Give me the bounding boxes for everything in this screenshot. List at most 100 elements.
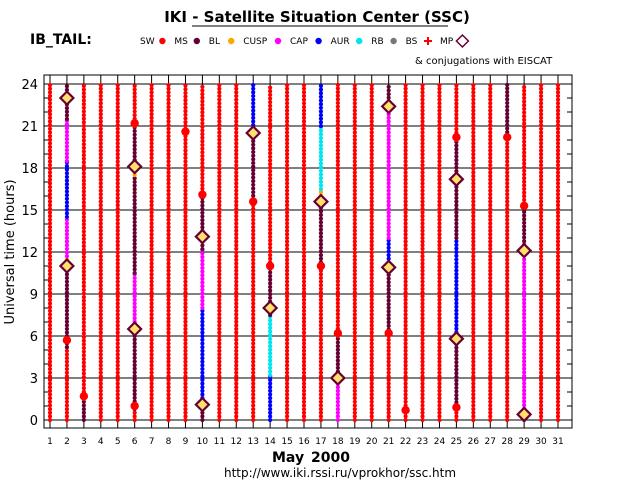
track-dot-sw: [166, 166, 171, 171]
track-dot-ms: [132, 154, 137, 159]
track-dot-sw: [183, 177, 188, 182]
track-dot-sw: [471, 330, 476, 335]
track-dot-sw: [183, 334, 188, 339]
track-dot-cusp: [386, 148, 391, 153]
track-dot-sw: [268, 154, 273, 159]
track-dot-sw: [166, 192, 171, 197]
track-dot-ms: [132, 147, 137, 152]
track-dot-sw: [505, 366, 510, 372]
track-dot-aur: [318, 172, 324, 177]
track-dot-sw: [335, 188, 340, 193]
track-dot-sw: [505, 341, 510, 346]
track-dot-sw: [352, 170, 357, 175]
track-dot-sw: [64, 366, 70, 372]
track-dot-sw: [166, 268, 171, 273]
bow-shock-crossing: [333, 329, 343, 338]
track-dot-sw: [166, 184, 171, 190]
track-day-3: [81, 83, 86, 423]
track-dot-sw: [98, 272, 103, 277]
track-dot-sw: [251, 406, 256, 412]
track-dot-sw: [538, 359, 544, 364]
track-dot-sw: [149, 133, 154, 139]
track-dot-sw: [284, 126, 290, 131]
track-dot-sw: [200, 142, 205, 148]
track-dot-sw: [183, 116, 188, 121]
track-dot-sw: [284, 272, 290, 277]
track-dot-sw: [115, 330, 120, 335]
track-dot-sw: [505, 144, 510, 150]
track-dot-sw: [335, 221, 340, 226]
track-dot-sw: [166, 381, 171, 386]
track-dot-sw: [301, 83, 307, 88]
track-dot-sw: [437, 366, 442, 372]
track-dot-sw: [234, 144, 239, 150]
track-dot-sw: [403, 319, 408, 324]
track-dot-cusp: [132, 312, 137, 317]
track-dot-sw: [403, 137, 408, 142]
track-dot-sw: [301, 272, 307, 277]
track-dot-sw: [149, 275, 154, 281]
track-dot-sw: [420, 224, 425, 230]
track-dot-ms: [132, 238, 137, 243]
track-dot-sw: [149, 261, 154, 266]
track-dot-sw: [166, 112, 171, 117]
bow-shock-crossing: [452, 403, 461, 412]
track-dot-sw: [505, 166, 510, 171]
track-dot-sw: [522, 121, 527, 126]
track-dot-sw: [217, 235, 222, 241]
track-dot-sw: [217, 174, 222, 179]
track-dot-cusp: [335, 385, 340, 390]
track-dot-sw: [437, 305, 442, 310]
track-dot-sw: [301, 254, 307, 259]
track-dot-sw: [301, 414, 307, 419]
track-dot-sw: [166, 261, 171, 266]
track-dot-sw: [403, 290, 408, 295]
track-dot-cap: [200, 366, 205, 372]
track-dot-sw: [335, 217, 340, 222]
track-dot-sw: [217, 155, 222, 161]
track-dot-sw: [488, 232, 493, 237]
track-dot-bl: [132, 172, 137, 178]
track-dot-cap: [386, 249, 391, 254]
x-tick-label: 18: [332, 437, 344, 447]
track-dot-sw: [555, 348, 561, 353]
track-dot-sw: [284, 133, 290, 139]
track-dot-ms: [132, 359, 137, 364]
track-dot-sw: [538, 290, 544, 295]
track-dot-sw: [284, 243, 290, 248]
track-dot-sw: [234, 341, 239, 346]
track-dot-sw: [166, 417, 171, 423]
track-dot-sw: [183, 87, 188, 92]
track-dot-sw: [115, 250, 120, 255]
track-dot-sw: [115, 319, 120, 324]
track-dot-sw: [301, 330, 307, 335]
track-dot-sw: [555, 319, 561, 324]
track-dot-sw: [488, 155, 493, 161]
track-dot-cap: [268, 399, 273, 404]
track-dot-sw: [183, 257, 188, 262]
track-dot-sw: [81, 233, 86, 238]
track-dot-sw: [420, 170, 425, 175]
track-dot-sw: [268, 169, 273, 174]
track-dot-sw: [538, 181, 544, 186]
track-dot-sw: [251, 279, 256, 284]
track-dot-sw: [183, 323, 188, 328]
track-dot-sw: [284, 305, 290, 310]
track-dot-cap: [318, 87, 324, 92]
track-dot-sw: [284, 410, 290, 415]
x-tick-label: 4: [98, 437, 104, 447]
track-dot-sw: [488, 210, 493, 215]
track-dot-sw: [488, 228, 493, 233]
track-dot-sw: [505, 265, 510, 270]
track-dot-sw: [352, 396, 357, 401]
track-dot-ms: [200, 414, 205, 419]
track-dot-sw: [505, 141, 510, 146]
track-dot-sw: [149, 330, 154, 335]
track-dot-sw: [471, 290, 476, 295]
track-dot-sw: [115, 144, 120, 150]
track-dot-sw: [98, 199, 103, 204]
track-dot-sw: [251, 377, 256, 383]
track-dot-sw: [81, 273, 86, 278]
track-dot-sw: [234, 115, 239, 120]
track-dot-sw: [471, 381, 476, 386]
